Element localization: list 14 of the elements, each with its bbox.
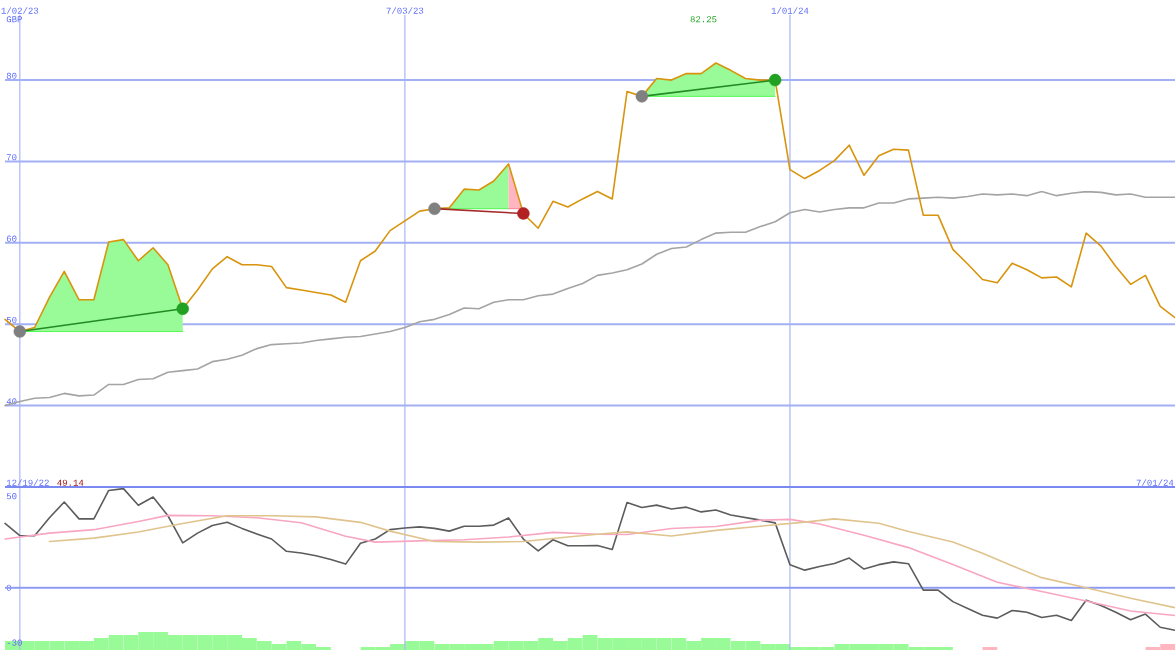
x-tick-label: 1/01/24: [771, 7, 809, 14]
y-tick-label: 80: [6, 72, 17, 79]
annotation: 49.14: [57, 479, 84, 486]
annotation: 82.25: [690, 16, 717, 23]
y-tick-label: 70: [6, 154, 17, 161]
y-tick-label: 50: [6, 316, 17, 324]
y-tick-label: 50: [6, 493, 17, 500]
y-tick-label: 60: [6, 235, 17, 242]
x-tick-label: 7/03/23: [386, 7, 424, 14]
annotation: 12/19/22: [6, 479, 49, 486]
annotation: 7/01/24: [1136, 479, 1174, 486]
y-axis-title: GBP: [6, 16, 22, 23]
y-tick-label: -30: [7, 639, 22, 646]
x-tick-label: 1/02/23: [1, 7, 39, 14]
